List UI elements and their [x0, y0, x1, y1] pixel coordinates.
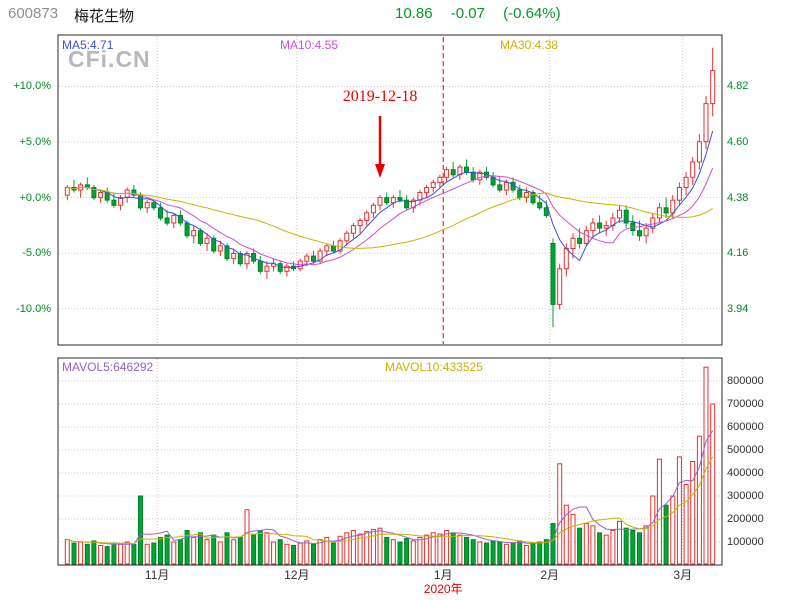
- ma5-label: MA5:4.71: [62, 38, 114, 52]
- annotation-arrowhead-icon: [375, 164, 386, 178]
- ma10-label: MA10:4.55: [280, 38, 339, 52]
- price-percent-label: -5.0%: [22, 247, 51, 260]
- volume-value-label: 300000: [727, 490, 764, 502]
- ma30-line: [67, 187, 713, 249]
- price-quote: 10.86 -0.07 (-0.64%): [395, 5, 575, 22]
- volume-panel-border: [57, 357, 723, 566]
- volume-value-label: 700000: [727, 398, 764, 410]
- price-percent-label: +10.0%: [13, 80, 51, 93]
- stock-code: 600873: [8, 5, 59, 22]
- volume-value-label: 200000: [727, 513, 764, 525]
- price-value-label: 4.16: [727, 247, 749, 260]
- volume-value-label: 600000: [727, 421, 764, 433]
- annotation-text: 2019-12-18: [342, 88, 418, 105]
- ma30-label: MA30:4.38: [500, 38, 559, 52]
- price-percent-label: +0.0%: [19, 191, 52, 204]
- month-label: 1月: [433, 568, 453, 582]
- price-change: -0.07: [450, 5, 485, 22]
- volume-value-label: 100000: [727, 536, 764, 548]
- price-percent-label: -10.0%: [16, 302, 51, 315]
- last-price: 10.86: [395, 5, 433, 22]
- price-value-label: 4.82: [727, 80, 749, 93]
- mavol5-line: [67, 430, 714, 545]
- month-label: 11月: [144, 568, 170, 582]
- month-label: 3月: [673, 568, 693, 582]
- price-change-pct: (-0.64%): [503, 5, 561, 22]
- mavol5-label: MAVOL5:646292: [62, 360, 154, 374]
- price-percent-label: +5.0%: [19, 135, 52, 148]
- price-value-label: 4.38: [727, 191, 749, 204]
- price-value-label: 4.60: [727, 135, 749, 148]
- mavol10-label: MAVOL10:433525: [385, 360, 483, 374]
- month-label: 2月: [540, 568, 560, 582]
- volume-value-label: 800000: [727, 375, 764, 387]
- watermark: CFi.CN: [68, 46, 151, 72]
- gridlines: [59, 36, 721, 564]
- month-label: 12月: [284, 568, 310, 582]
- price-panel-border: [57, 34, 723, 346]
- header: 600873 梅花生物 10.86 -0.07 (-0.64%): [0, 5, 800, 27]
- ma10-line: [67, 167, 714, 266]
- ma5-line: [67, 130, 714, 269]
- stock-name: 梅花生物: [74, 8, 135, 25]
- volume-value-label: 500000: [727, 444, 764, 456]
- candlestick-series: [64, 47, 716, 328]
- year-label: 2020年: [423, 582, 463, 596]
- mavol10-line: [67, 456, 714, 545]
- volume-value-label: 400000: [727, 467, 764, 479]
- price-value-label: 3.94: [727, 302, 749, 315]
